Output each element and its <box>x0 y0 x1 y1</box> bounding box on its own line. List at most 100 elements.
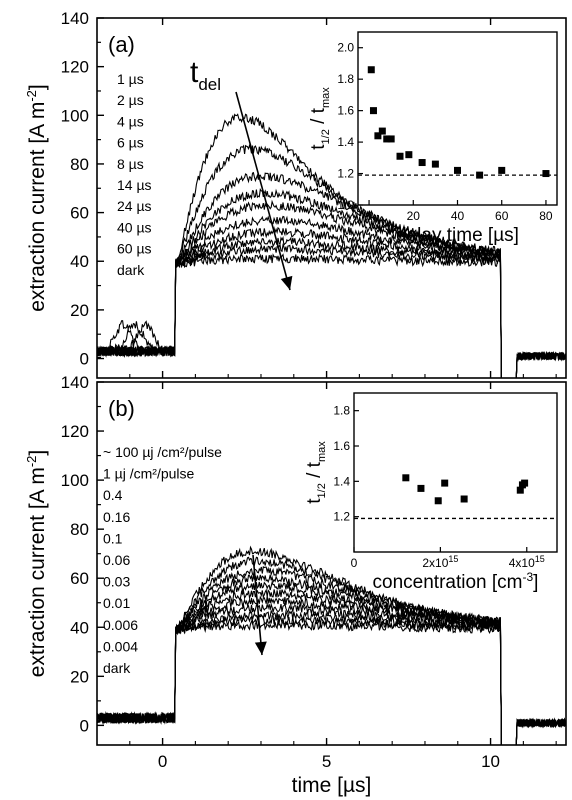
legend-entry-0: 1 µs <box>117 71 144 87</box>
inset-y-title-sub1: 1/2 <box>316 483 328 498</box>
inset-x-tick-mant: 4x10 <box>509 556 535 570</box>
inset-x-title-sup: -3 <box>523 570 534 584</box>
inset-y-title: t1/2 / tmax <box>308 87 332 150</box>
y-tick-label: 120 <box>61 422 89 441</box>
arrow-line <box>235 91 291 291</box>
y-tick-label: 60 <box>70 204 89 223</box>
y-tick-label: 80 <box>70 155 89 174</box>
series-line-8 <box>97 609 566 745</box>
inset-point-12 <box>498 166 506 174</box>
inset-y-title-t: t <box>304 498 325 504</box>
inset: 1.0 1.2 1.4 1.6 1.8 2.0 0 20 40 60 80 delay time [µ… <box>308 31 558 246</box>
legend-entry-9: 0.004 <box>103 638 138 654</box>
inset-x-tick-label: 80 <box>539 209 553 223</box>
legend-entry-8: 0.006 <box>103 617 138 633</box>
legend-entry-1: 2 µs <box>117 92 144 108</box>
y-tick-label: 20 <box>70 301 89 320</box>
arrow-label: tdel <box>190 56 221 94</box>
inset-x-tick-exp: 15 <box>535 554 545 564</box>
inset-point-0 <box>367 66 375 74</box>
inset-point-13 <box>542 170 550 178</box>
inset-point-3 <box>378 127 386 135</box>
legend-entry-3: 0.16 <box>103 509 130 525</box>
arrow-label-sub: del <box>198 75 221 94</box>
traces <box>97 545 566 745</box>
inset-point-4 <box>460 495 468 503</box>
series-line-9 <box>97 253 566 378</box>
inset-x-tick-label: 60 <box>495 209 509 223</box>
panel-label: (b) <box>108 396 135 421</box>
inset-point-7 <box>405 151 413 159</box>
y-tick-label: 80 <box>70 520 89 539</box>
legend-entry-7: 0.01 <box>103 595 130 611</box>
legend-entry-5: 14 µs <box>117 177 152 193</box>
x-tick-label: 5 <box>322 752 331 771</box>
legend-entry-4: 8 µs <box>117 156 144 172</box>
y-axis-title: extraction current [A m-2] <box>24 450 49 678</box>
inset-frame <box>353 392 558 553</box>
y-axis-title-tail: ] <box>26 450 49 456</box>
legend-entry-6: 24 µs <box>117 198 152 214</box>
inset-x-tick-label: 0 <box>366 209 373 223</box>
inset-y-title-mid: / t <box>308 107 329 129</box>
inset-y-tick-label: 1.6 <box>333 439 350 453</box>
inset-point-1 <box>369 107 377 115</box>
inset-y-tick-label: 1.2 <box>333 510 350 524</box>
arrow-head <box>254 641 267 655</box>
inset-y-title-mid: / t <box>304 461 325 483</box>
arrow-label-main: t <box>190 56 199 89</box>
legend-entry-3: 6 µs <box>117 135 144 151</box>
inset-point-3 <box>441 479 449 487</box>
x-tick-label: 0 <box>158 752 167 771</box>
inset-y-title-sub2: max <box>320 87 332 108</box>
legend-entry-2: 4 µs <box>117 113 144 129</box>
inset-x-tick-exp: 15 <box>448 554 458 564</box>
legend-entry-4: 0.1 <box>103 530 123 546</box>
inset-x-tick-label: 40 <box>451 209 465 223</box>
inset-point-5 <box>516 486 524 494</box>
inset-x-tick-label: 4x1015 <box>509 554 545 570</box>
inset-frame <box>357 31 558 206</box>
legend-entry-10: dark <box>103 660 131 676</box>
inset-point-5 <box>387 135 395 143</box>
inset-point-4 <box>383 135 391 143</box>
legend-entry-0: ~ 100 µj /cm²/pulse <box>103 444 222 460</box>
traces <box>97 113 566 378</box>
y-tick-label: 100 <box>61 471 89 490</box>
y-tick-label: 140 <box>61 373 89 392</box>
arrow-line <box>252 554 263 656</box>
inset-y-tick-label: 1.8 <box>333 404 350 418</box>
legend-entry-8: 60 µs <box>117 241 152 257</box>
inset-y-title-sub1: 1/2 <box>320 129 332 144</box>
legend-entry-9: dark <box>117 262 145 278</box>
inset-x-title: delay time [µs] <box>396 225 519 246</box>
inset-y-tick-label: 1.6 <box>337 104 354 118</box>
inset-point-11 <box>476 171 484 179</box>
y-tick-label: 0 <box>80 716 89 735</box>
y-tick-label: 100 <box>61 106 89 125</box>
series-line-5 <box>97 588 566 745</box>
inset-y-tick-label: 1.8 <box>337 72 354 86</box>
inset-x-tick-mant: 2x10 <box>422 556 448 570</box>
inset-point-2 <box>374 132 382 140</box>
legend-entry-5: 0.06 <box>103 552 130 568</box>
legend-entry-6: 0.03 <box>103 574 130 590</box>
inset-point-7 <box>521 479 529 487</box>
inset-y-title-t: t <box>308 144 329 150</box>
inset-x-tick-mant: 0 <box>351 556 358 570</box>
inset-point-9 <box>431 160 439 168</box>
y-axis-title: extraction current [A m-2] <box>24 84 49 312</box>
y-tick-label: 60 <box>70 569 89 588</box>
y-tick-label: 140 <box>61 9 89 28</box>
series-line-10 <box>97 619 566 745</box>
y-tick-label: 40 <box>70 618 89 637</box>
panel-a: 0 20 40 60 80 100 120 140 extraction current [A … <box>24 9 567 379</box>
inset-y-tick-label: 2.0 <box>337 41 354 55</box>
inset-point-8 <box>418 159 426 167</box>
y-tick-label: 0 <box>80 350 89 369</box>
plot-frame <box>96 381 567 746</box>
inset-y-title: t1/2 / tmax <box>304 441 328 504</box>
y-axis-title-tail: ] <box>26 84 49 90</box>
